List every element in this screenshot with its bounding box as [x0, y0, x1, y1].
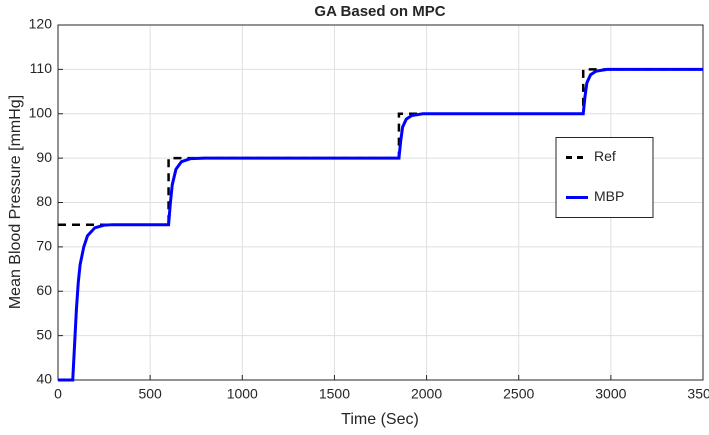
y-tick-label: 100	[29, 104, 53, 120]
x-axis-label: Time (Sec)	[341, 411, 419, 428]
plot-frame	[57, 24, 704, 381]
x-tick-label: 3500	[687, 386, 709, 402]
y-tick-label: 120	[29, 16, 53, 32]
legend-box	[555, 137, 654, 218]
legend-label: MBP	[594, 188, 624, 204]
series-line	[58, 67, 703, 382]
y-tick-label: 40	[36, 371, 52, 387]
x-tick-label: 1500	[319, 386, 350, 402]
chart-title: GA Based on MPC	[314, 3, 445, 20]
legend-label: Ref	[594, 148, 616, 164]
legend: Ref MBP	[555, 137, 654, 218]
y-tick-label: 50	[36, 326, 52, 342]
x-tick-label: 500	[138, 386, 162, 402]
x-tick-label: 2500	[503, 386, 534, 402]
y-tick-label: 60	[36, 282, 52, 298]
y-tick-label: 80	[36, 193, 52, 209]
x-tick-label: 2000	[411, 386, 442, 402]
y-axis-label: Mean Blood Pressure [mmHg]	[7, 95, 24, 309]
x-tick-label: 0	[54, 386, 62, 402]
series-line	[58, 68, 703, 226]
y-tick-label: 110	[30, 60, 53, 76]
x-tick-label: 3000	[595, 386, 626, 402]
y-tick-label: 70	[36, 238, 52, 254]
y-tick-label: 90	[36, 149, 52, 165]
x-tick-label: 1000	[227, 386, 258, 402]
